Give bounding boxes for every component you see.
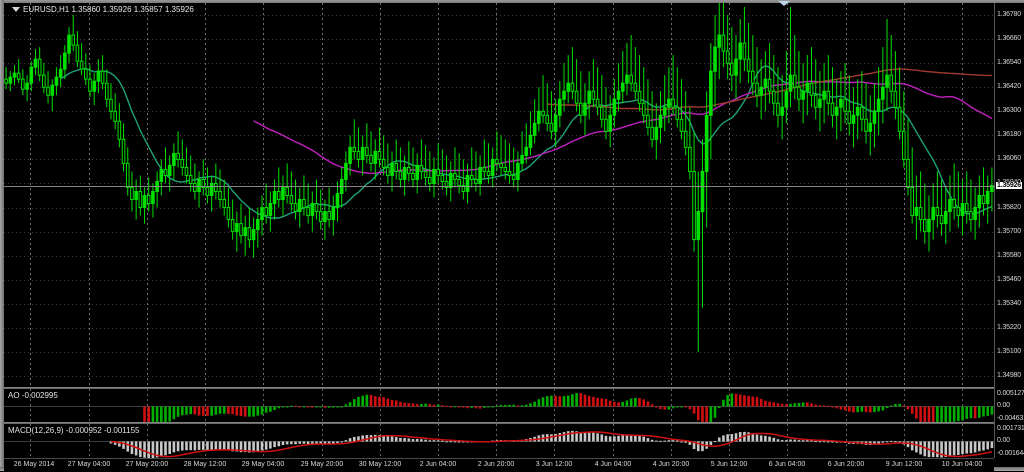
current-price-label: 1.35926 (996, 182, 1022, 190)
price-scale[interactable]: 1.36780 1.36660 1.36540 1.36420 1.36300 1.361… (994, 3, 1024, 458)
price-scale-tick: 1.36660 (997, 35, 1021, 43)
time-scale-tick: 5 Jun 12:00 (710, 461, 748, 468)
chart-menu-icon[interactable] (12, 7, 20, 12)
macd-scale-tick: 0.001731 (997, 425, 1024, 432)
time-scale-tick: 30 May 12:00 (358, 461, 402, 468)
window-frame-top (0, 0, 1024, 3)
time-scale-tick: 4 Jun 20:00 (652, 461, 690, 468)
time-scale-tick: 2 Jun 20:00 (477, 461, 515, 468)
price-scale-tick: 1.36540 (997, 59, 1021, 67)
time-scale-tick: 2 Jun 04:00 (419, 461, 457, 468)
price-scale-tick: 1.36060 (997, 155, 1021, 163)
price-scale-tick: 1.35220 (997, 323, 1021, 331)
symbol-header: EURUSD,H1 1.35860 1.35926 1.35857 1.3592… (12, 5, 194, 14)
chart-canvas[interactable]: EURUSD,H1 1.35860 1.35926 1.35857 1.3592… (4, 3, 994, 458)
ao-label: AO -0.002995 (8, 391, 58, 400)
macd-scale-tick: 0.00 (997, 437, 1010, 444)
time-scale-tick: 26 May 2014 (13, 461, 55, 468)
time-scale-tick: 9 Jun 12:00 (885, 461, 923, 468)
price-scale-tick: 1.35460 (997, 275, 1021, 283)
time-scale-tick: 6 Jun 20:00 (827, 461, 865, 468)
time-scale-tick: 28 May 12:00 (183, 461, 227, 468)
pane-separator-macd (4, 422, 994, 424)
time-scale-tick: 4 Jun 04:00 (594, 461, 632, 468)
price-scale-tick: 1.36300 (997, 107, 1021, 115)
time-scale-tick: 27 May 04:00 (67, 461, 111, 468)
price-scale-tick: 1.35700 (997, 227, 1021, 235)
price-scale-tick: 1.36780 (997, 11, 1021, 19)
price-pane[interactable] (4, 3, 994, 388)
scroll-handle-icon[interactable] (778, 1, 790, 6)
window-frame-left (0, 0, 4, 471)
time-scale-tick: 3 Jun 12:00 (535, 461, 573, 468)
price-scale-tick: 1.35340 (997, 299, 1021, 307)
price-scale-tick: 1.36420 (997, 83, 1021, 91)
ao-plot (4, 389, 994, 422)
price-scale-tick: 1.35580 (997, 251, 1021, 259)
ao-scale-tick: -0.004631 (997, 415, 1024, 422)
time-scale-tick: 6 Jun 04:00 (768, 461, 806, 468)
price-scale-tick: 1.36180 (997, 131, 1021, 139)
time-scale-tick: 29 May 04:00 (241, 461, 285, 468)
macd-label: MACD(12,26,9) -0.000952 -0.001155 (8, 426, 140, 435)
ao-indicator-pane[interactable]: AO -0.002995 (4, 389, 994, 422)
price-scale-tick: 1.35100 (997, 347, 1021, 355)
time-scale[interactable]: 26 May 2014 27 May 04:00 27 May 20:00 28 Ma… (4, 458, 994, 472)
pane-separator-ao (4, 387, 994, 389)
time-scale-tick: 10 Jun 04:00 (941, 461, 983, 468)
ao-scale-tick: 0.00 (997, 402, 1010, 409)
macd-plot (4, 424, 994, 458)
price-scale-tick: 1.34980 (997, 371, 1021, 379)
time-scale-tick: 27 May 20:00 (125, 461, 169, 468)
macd-indicator-pane[interactable]: MACD(12,26,9) -0.000952 -0.001155 (4, 424, 994, 458)
ao-scale-tick: 0.005127 (997, 390, 1024, 397)
price-scale-tick: 1.35820 (997, 203, 1021, 211)
macd-scale-tick: -0.001644 (997, 450, 1024, 457)
time-scale-tick: 29 May 20:00 (300, 461, 344, 468)
symbol-header-text: EURUSD,H1 1.35860 1.35926 1.35857 1.3592… (23, 5, 194, 14)
price-plot (4, 3, 994, 388)
